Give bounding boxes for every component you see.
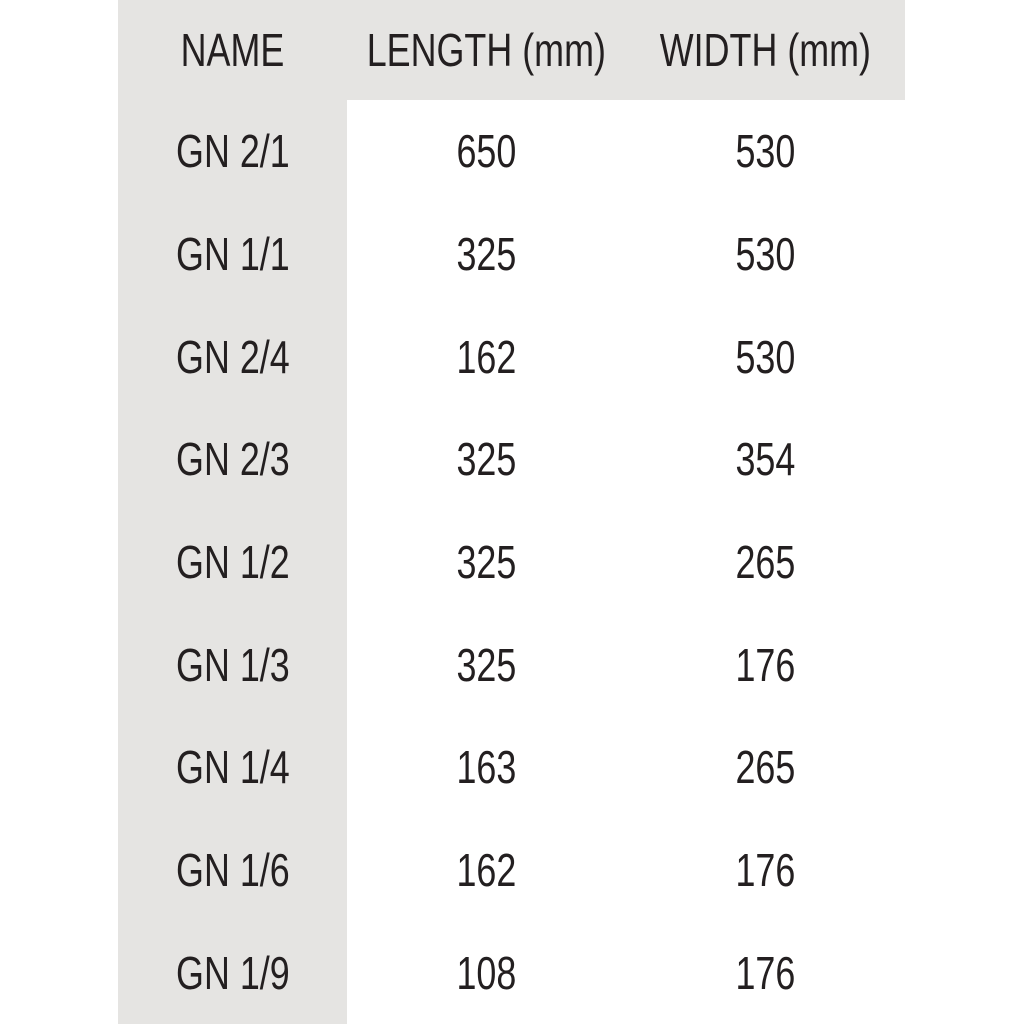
table-row: GN 2/3 325 354 xyxy=(118,408,905,511)
column-header-length: LENGTH (mm) xyxy=(347,0,626,100)
cell-width-value: 176 xyxy=(735,638,796,691)
cell-length: 162 xyxy=(347,819,626,922)
cell-name-value: GN 2/3 xyxy=(175,433,290,486)
cell-width: 176 xyxy=(626,613,905,716)
cell-width-value: 176 xyxy=(735,946,796,999)
cell-length: 325 xyxy=(347,511,626,614)
cell-length-value: 163 xyxy=(456,741,517,794)
cell-length-value: 325 xyxy=(456,433,517,486)
cell-width: 530 xyxy=(626,100,905,203)
cell-width-value: 530 xyxy=(735,125,796,178)
column-header-name: NAME xyxy=(118,0,347,100)
cell-name: GN 2/1 xyxy=(118,100,347,203)
cell-length: 163 xyxy=(347,716,626,819)
cell-width-value: 354 xyxy=(735,433,796,486)
cell-width-value: 176 xyxy=(735,844,796,897)
column-header-width: WIDTH (mm) xyxy=(626,0,905,100)
column-header-length-label: LENGTH (mm) xyxy=(366,24,607,76)
name-column-background xyxy=(118,0,347,1024)
cell-length: 108 xyxy=(347,921,626,1024)
cell-name: GN 1/1 xyxy=(118,203,347,306)
cell-width: 354 xyxy=(626,408,905,511)
table-header-row: NAME LENGTH (mm) WIDTH (mm) xyxy=(118,0,905,100)
cell-length: 650 xyxy=(347,100,626,203)
cell-width: 265 xyxy=(626,511,905,614)
table-row: GN 1/4 163 265 xyxy=(118,716,905,819)
cell-name: GN 1/9 xyxy=(118,921,347,1024)
cell-width-value: 530 xyxy=(735,228,796,280)
table-row: GN 1/3 325 176 xyxy=(118,613,905,716)
cell-length-value: 325 xyxy=(456,228,517,280)
cell-length: 325 xyxy=(347,408,626,511)
cell-width: 530 xyxy=(626,305,905,408)
cell-width-value: 265 xyxy=(735,536,796,589)
cell-length-value: 325 xyxy=(456,536,517,589)
table-row: GN 1/1 325 530 xyxy=(118,203,905,306)
cell-length: 325 xyxy=(347,203,626,306)
cell-length: 162 xyxy=(347,305,626,408)
cell-name-value: GN 1/6 xyxy=(175,844,290,897)
column-header-width-label: WIDTH (mm) xyxy=(659,24,872,76)
table-body: GN 2/1 650 530 GN 1/1 325 530 GN 2/4 xyxy=(118,100,905,1024)
header-band-background xyxy=(118,0,905,100)
cell-name-value: GN 2/1 xyxy=(175,125,290,178)
cell-length-value: 650 xyxy=(456,125,517,178)
cell-width-value: 530 xyxy=(735,330,796,383)
cell-name: GN 1/2 xyxy=(118,511,347,614)
cell-width: 265 xyxy=(626,716,905,819)
table-row: GN 2/1 650 530 xyxy=(118,100,905,203)
column-header-name-label: NAME xyxy=(180,24,285,76)
cell-name: GN 1/3 xyxy=(118,613,347,716)
cell-width: 176 xyxy=(626,819,905,922)
cell-name: GN 2/4 xyxy=(118,305,347,408)
cell-length: 325 xyxy=(347,613,626,716)
cell-name: GN 2/3 xyxy=(118,408,347,511)
cell-name: GN 1/6 xyxy=(118,819,347,922)
cell-length-value: 162 xyxy=(456,844,517,897)
cell-width: 530 xyxy=(626,203,905,306)
table-row: GN 1/2 325 265 xyxy=(118,511,905,614)
cell-name-value: GN 1/3 xyxy=(175,638,290,691)
cell-name: GN 1/4 xyxy=(118,716,347,819)
cell-length-value: 162 xyxy=(456,330,517,383)
cell-name-value: GN 1/1 xyxy=(175,228,290,280)
table-row: GN 2/4 162 530 xyxy=(118,305,905,408)
cell-length-value: 108 xyxy=(456,946,517,999)
cell-length-value: 325 xyxy=(456,638,517,691)
cell-name-value: GN 2/4 xyxy=(175,330,290,383)
table-row: GN 1/9 108 176 xyxy=(118,921,905,1024)
cell-name-value: GN 1/4 xyxy=(175,741,290,794)
cell-width-value: 265 xyxy=(735,741,796,794)
cell-name-value: GN 1/2 xyxy=(175,536,290,589)
cell-name-value: GN 1/9 xyxy=(175,946,290,999)
cell-width: 176 xyxy=(626,921,905,1024)
table-row: GN 1/6 162 176 xyxy=(118,819,905,922)
